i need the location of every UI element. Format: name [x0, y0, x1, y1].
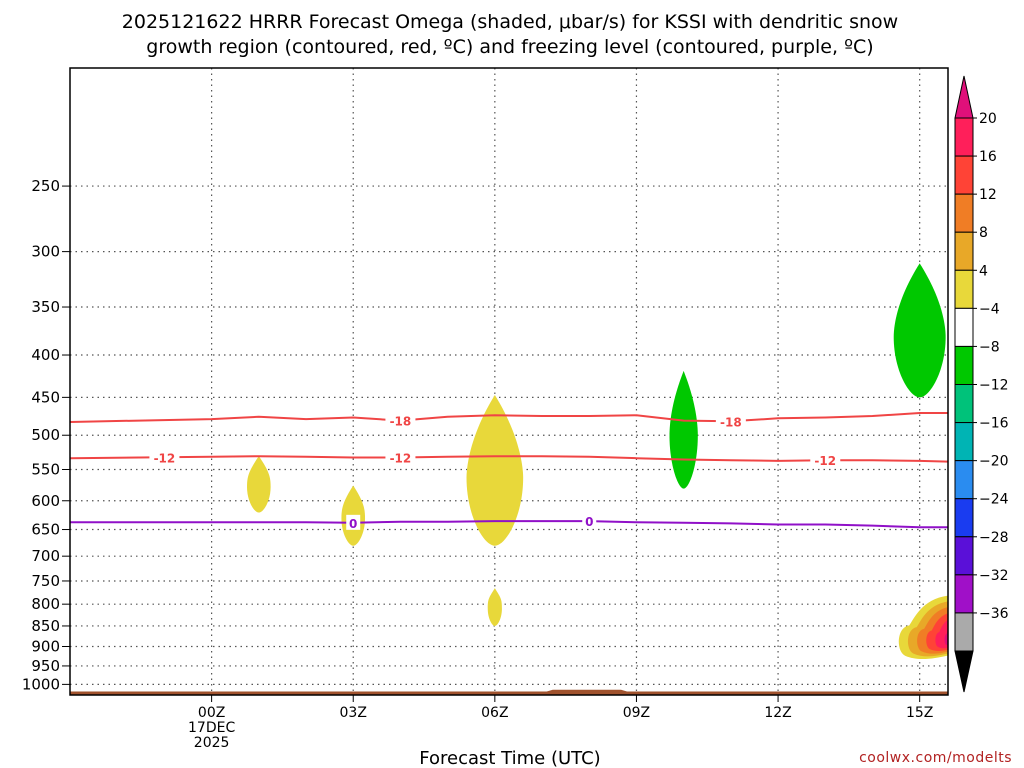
- colorbar-bin--12-to--8: [954, 384, 974, 424]
- contour-line--18: [70, 412, 948, 423]
- colorbar-tick-label-16: 16: [979, 149, 997, 165]
- y-tick-label-500: 500: [31, 426, 60, 444]
- y-tick-label-550: 550: [31, 460, 60, 478]
- x-tick-label-12Z: 12Z: [764, 705, 791, 721]
- omega-region-4: [487, 588, 502, 626]
- y-tick-label-300: 300: [31, 243, 60, 261]
- credit-text: coolwx.com/modelts: [859, 750, 1012, 766]
- colorbar-tick-label--20: −20: [979, 454, 1009, 470]
- colorbar-bin--24-to--20: [954, 498, 974, 538]
- y-tick-label-700: 700: [31, 547, 60, 565]
- y-tick-label-450: 450: [31, 388, 60, 406]
- omega-region-1: [247, 456, 271, 513]
- contour-label-bg-2: [715, 413, 746, 429]
- contour-label-bg-4: [385, 449, 416, 465]
- contour-label-3: -12: [154, 452, 176, 466]
- colorbar-tick-label--8: −8: [979, 339, 1000, 355]
- contour-label-5: -12: [814, 454, 836, 468]
- x-tick-label-09Z: 09Z: [623, 705, 650, 721]
- colorbar-tick-label-12: 12: [979, 187, 997, 203]
- colorbar-tick-label--36: −36: [979, 606, 1009, 622]
- colorbar-bin-4-to-8: [954, 269, 974, 309]
- contour-label-bg-3: [149, 449, 180, 465]
- colorbar-bin--36-to--32: [954, 612, 974, 652]
- y-tick-label-800: 800: [31, 595, 60, 613]
- colorbar-bin-20-to-24: [954, 117, 974, 157]
- chart-title-line-1: 2025121622 HRRR Forecast Omega (shaded, …: [122, 11, 898, 33]
- x-tick-label-00Z: 00Z: [198, 705, 225, 721]
- grid-layer: [70, 68, 948, 695]
- contour-label-bg-6: [346, 514, 361, 530]
- y-tick-label-400: 400: [31, 346, 60, 364]
- colorbar-bin--28-to--24: [954, 536, 974, 576]
- omega-region-5: [669, 370, 698, 489]
- x-tick-label-03Z: 03Z: [340, 705, 367, 721]
- contour-label-layer: -18 -18 -12 -12 -12 0 0: [149, 412, 841, 531]
- colorbar-bottom-arrow: [954, 650, 974, 693]
- contour-label-bg-5: [810, 452, 841, 468]
- colorbar-tick-label--24: −24: [979, 492, 1009, 508]
- y-tick-label-250: 250: [31, 177, 60, 195]
- colorbar-tick-label-20: 20: [979, 111, 997, 127]
- colorbar-bin--32-to--28: [954, 574, 974, 614]
- x-axis-label: Forecast Time (UTC): [419, 748, 600, 768]
- colorbar-top-arrow: [954, 75, 974, 119]
- plot-frame: [69, 67, 949, 696]
- x-tick-label-17DEC: 17DEC: [188, 720, 235, 736]
- contour-label-bg-7: [582, 513, 597, 529]
- colorbar-bin-12-to-16: [954, 193, 974, 233]
- colorbar: 20 16 12 8 4 −4 −8 −12 −16 −20 −24 −28 −32 −36: [954, 75, 1009, 693]
- colorbar-bin--8-to--4: [954, 345, 974, 385]
- chart-title-line-2: growth region (contoured, red, ºC) and f…: [146, 36, 873, 58]
- contour-label-2: -18: [720, 415, 742, 429]
- y-tick-label-950: 950: [31, 657, 60, 675]
- colorbar-tick-label-4: 4: [979, 263, 988, 279]
- contour-label-7: 0: [585, 515, 593, 529]
- colorbar-bin--16-to--12: [954, 422, 974, 462]
- y-tick-label-850: 850: [31, 617, 60, 635]
- colorbar-tick-label--4: −4: [979, 301, 1000, 317]
- colorbar-tick-label--12: −12: [979, 378, 1009, 394]
- x-tick-label-2025: 2025: [194, 735, 230, 751]
- omega-region-6: [893, 263, 946, 398]
- y-axis-ticks: 250 300 350 400 450 500 550 600 650 700 750 800 850 9…: [22, 177, 70, 693]
- colorbar-bin--20-to--16: [954, 460, 974, 500]
- colorbar-bin-8-to-12: [954, 231, 974, 271]
- ground-bump: [546, 689, 628, 692]
- contour-label-6: 0: [349, 517, 357, 531]
- omega-region-3: [466, 394, 524, 546]
- ground-surface: [70, 691, 948, 695]
- contour-label-bg-1: [385, 412, 416, 428]
- y-tick-label-600: 600: [31, 492, 60, 510]
- ground-layer: [70, 689, 948, 695]
- contour-label-1: -18: [390, 415, 412, 429]
- contour-line-0: [70, 520, 948, 529]
- colorbar-bin--4-to-4: [954, 307, 974, 347]
- y-tick-label-1000: 1000: [22, 675, 60, 693]
- y-tick-label-750: 750: [31, 572, 60, 590]
- omega-max-band-6: [944, 630, 948, 646]
- contour-label-4: -12: [390, 452, 412, 466]
- shaded-omega-layer: [247, 263, 948, 660]
- colorbar-bin-16-to-20: [954, 155, 974, 195]
- colorbar-tick-label--32: −32: [979, 568, 1009, 584]
- colorbar-tick-label--16: −16: [979, 416, 1009, 432]
- x-tick-label-15Z: 15Z: [906, 705, 933, 721]
- y-tick-label-650: 650: [31, 521, 60, 539]
- colorbar-tick-label-8: 8: [979, 225, 988, 241]
- y-tick-label-350: 350: [31, 298, 60, 316]
- y-tick-label-900: 900: [31, 638, 60, 656]
- colorbar-tick-label--28: −28: [979, 530, 1009, 546]
- x-tick-label-06Z: 06Z: [481, 705, 508, 721]
